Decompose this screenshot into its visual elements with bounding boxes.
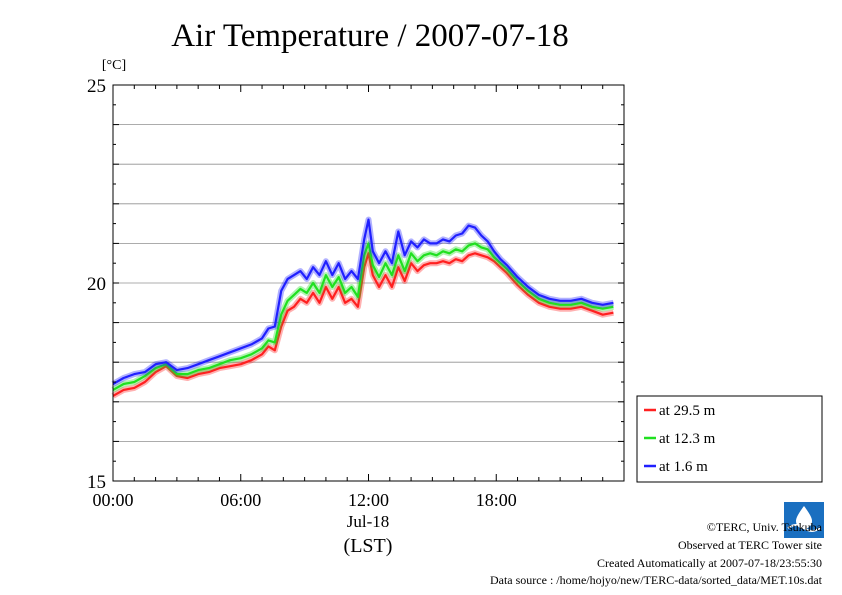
- legend-label: at 29.5 m: [659, 403, 716, 419]
- footer-copyright: ©TERC, Univ. Tsukuba: [706, 520, 822, 534]
- chart-title: Air Temperature / 2007-07-18: [171, 18, 569, 54]
- y-tick-label: 15: [87, 472, 106, 493]
- x-timezone-label: (LST): [344, 535, 393, 557]
- x-tick-label: 00:00: [92, 490, 133, 510]
- series-line: [112, 252, 614, 397]
- x-tick-label: 18:00: [476, 490, 517, 510]
- y-tick-label: 25: [87, 76, 106, 97]
- series-lines: [111, 216, 614, 399]
- grid-lines: [113, 124, 624, 442]
- series-line: [112, 218, 614, 385]
- terc-logo: [784, 502, 824, 538]
- axis-ticks: 15 20 25 00:00 06:00 12:00 18:00: [87, 76, 625, 510]
- x-date-label: Jul-18: [347, 512, 390, 531]
- x-tick-label: 12:00: [348, 490, 389, 510]
- legend: at 29.5 m at 12.3 m at 1.6 m: [636, 395, 823, 483]
- legend-label: at 1.6 m: [659, 459, 708, 475]
- footer-observed: Observed at TERC Tower site: [677, 538, 822, 552]
- legend-box: [636, 395, 823, 483]
- legend-label: at 12.3 m: [659, 431, 716, 447]
- x-tick-label: 06:00: [220, 490, 261, 510]
- footer-source: Data source : /home/hojyo/new/TERC-data/…: [489, 573, 822, 587]
- y-unit-label: [°C]: [102, 58, 126, 73]
- series-line: [112, 242, 614, 391]
- footer-created: Created Automatically at 2007-07-18/23:5…: [597, 556, 822, 570]
- y-tick-label: 20: [87, 274, 106, 295]
